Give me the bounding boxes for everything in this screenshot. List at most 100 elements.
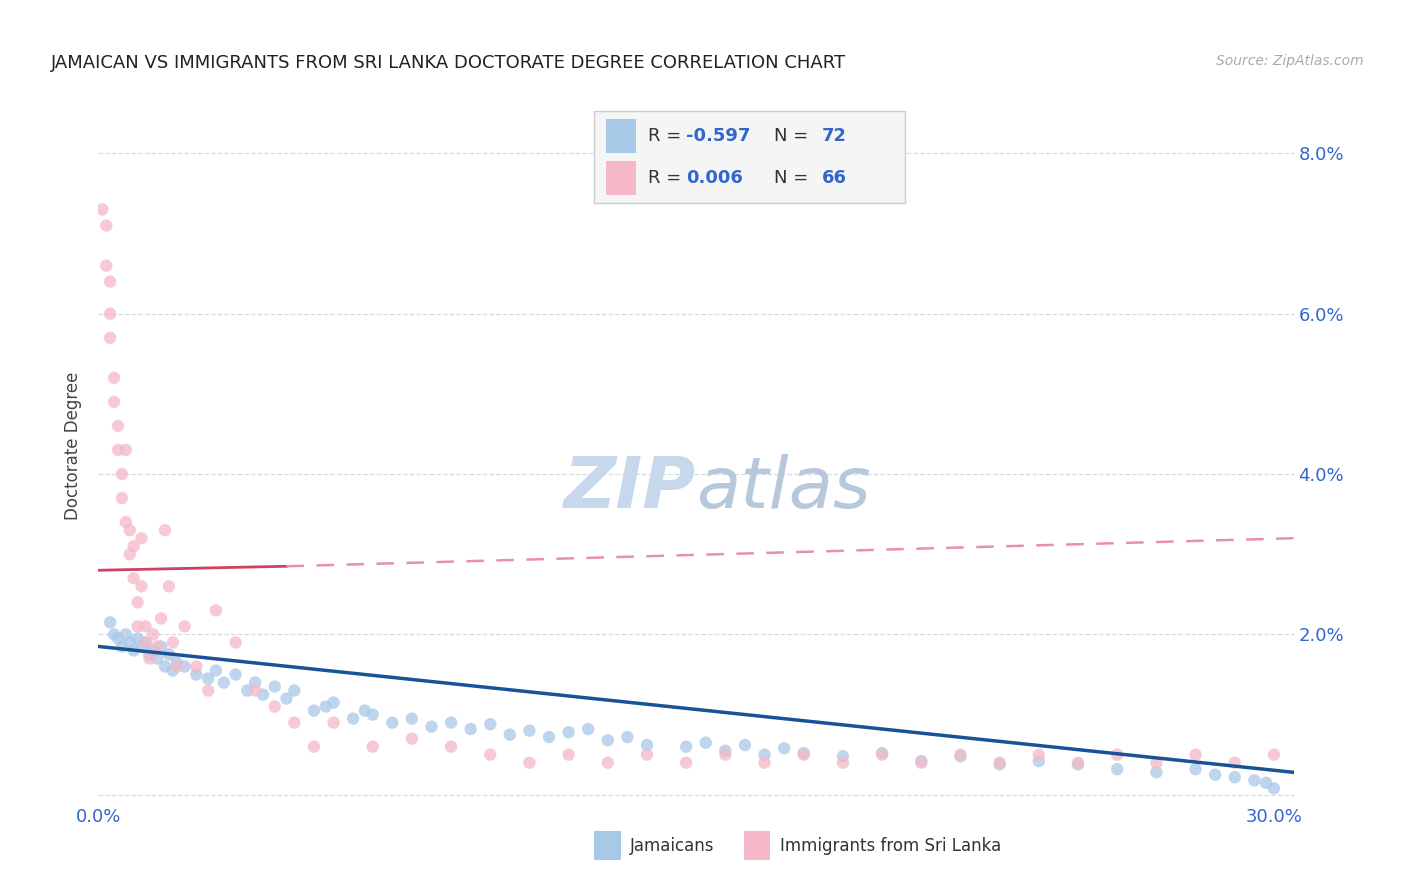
- Point: [157, 579, 180, 593]
- Point: [103, 371, 125, 385]
- Point: [134, 619, 156, 633]
- Text: 72: 72: [821, 128, 846, 145]
- Point: [166, 656, 188, 670]
- Point: [111, 467, 134, 481]
- Point: [596, 756, 619, 770]
- Point: [479, 747, 502, 762]
- Text: 66: 66: [821, 169, 846, 186]
- Point: [1144, 765, 1167, 780]
- Point: [142, 643, 165, 657]
- Point: [401, 712, 423, 726]
- Point: [793, 746, 815, 760]
- Point: [127, 619, 149, 633]
- Point: [150, 640, 173, 654]
- Point: [460, 722, 482, 736]
- Point: [870, 747, 893, 762]
- Point: [205, 603, 228, 617]
- Point: [225, 667, 247, 681]
- Point: [499, 728, 522, 742]
- Point: [354, 704, 377, 718]
- Point: [302, 739, 325, 754]
- Point: [315, 699, 337, 714]
- Point: [910, 754, 932, 768]
- Point: [173, 619, 195, 633]
- Point: [146, 640, 169, 654]
- Point: [832, 756, 855, 770]
- Point: [162, 635, 184, 649]
- Text: N =: N =: [773, 169, 814, 186]
- Text: N =: N =: [773, 128, 814, 145]
- Point: [118, 635, 141, 649]
- Text: R =: R =: [648, 169, 688, 186]
- Point: [440, 715, 463, 730]
- Point: [949, 749, 972, 764]
- Point: [342, 712, 364, 726]
- Point: [150, 611, 173, 625]
- Point: [1263, 747, 1285, 762]
- FancyBboxPatch shape: [595, 111, 905, 203]
- Point: [870, 746, 893, 760]
- Point: [754, 747, 776, 762]
- Point: [186, 659, 208, 673]
- Text: 0.006: 0.006: [686, 169, 744, 186]
- Point: [166, 659, 188, 673]
- Point: [1067, 757, 1090, 772]
- Point: [138, 648, 160, 662]
- Point: [107, 442, 129, 457]
- Point: [153, 659, 176, 673]
- Point: [142, 627, 165, 641]
- Point: [754, 756, 776, 770]
- FancyBboxPatch shape: [606, 120, 637, 153]
- Point: [115, 515, 138, 529]
- Point: [910, 756, 932, 770]
- Point: [1028, 754, 1050, 768]
- Point: [115, 442, 138, 457]
- Point: [479, 717, 502, 731]
- Text: JAMAICAN VS IMMIGRANTS FROM SRI LANKA DOCTORATE DEGREE CORRELATION CHART: JAMAICAN VS IMMIGRANTS FROM SRI LANKA DO…: [51, 54, 846, 72]
- Point: [576, 722, 599, 736]
- Point: [1184, 747, 1206, 762]
- Point: [146, 651, 169, 665]
- Point: [1263, 781, 1285, 796]
- Point: [1028, 747, 1050, 762]
- Point: [773, 741, 796, 756]
- Point: [793, 747, 815, 762]
- Point: [134, 635, 156, 649]
- Text: ZIP: ZIP: [564, 454, 696, 524]
- Point: [714, 747, 737, 762]
- Point: [98, 275, 121, 289]
- Point: [519, 723, 541, 738]
- FancyBboxPatch shape: [606, 161, 637, 194]
- Point: [107, 632, 129, 646]
- Point: [103, 627, 125, 641]
- Text: atlas: atlas: [696, 454, 870, 524]
- Point: [1204, 768, 1226, 782]
- Point: [243, 675, 266, 690]
- Point: [252, 688, 274, 702]
- Point: [695, 736, 717, 750]
- Point: [1223, 756, 1246, 770]
- Point: [138, 651, 160, 665]
- Point: [1184, 762, 1206, 776]
- Point: [153, 523, 176, 537]
- Point: [98, 331, 121, 345]
- Point: [596, 733, 619, 747]
- Text: Source: ZipAtlas.com: Source: ZipAtlas.com: [1216, 54, 1364, 68]
- Point: [122, 643, 145, 657]
- Point: [157, 648, 180, 662]
- Point: [212, 675, 235, 690]
- Point: [122, 539, 145, 553]
- Text: R =: R =: [648, 128, 688, 145]
- Point: [283, 715, 305, 730]
- Point: [225, 635, 247, 649]
- Point: [519, 756, 541, 770]
- Point: [302, 704, 325, 718]
- Point: [401, 731, 423, 746]
- Point: [103, 395, 125, 409]
- Point: [537, 730, 560, 744]
- Point: [361, 739, 384, 754]
- Point: [283, 683, 305, 698]
- Point: [205, 664, 228, 678]
- Point: [557, 725, 579, 739]
- Point: [236, 683, 259, 698]
